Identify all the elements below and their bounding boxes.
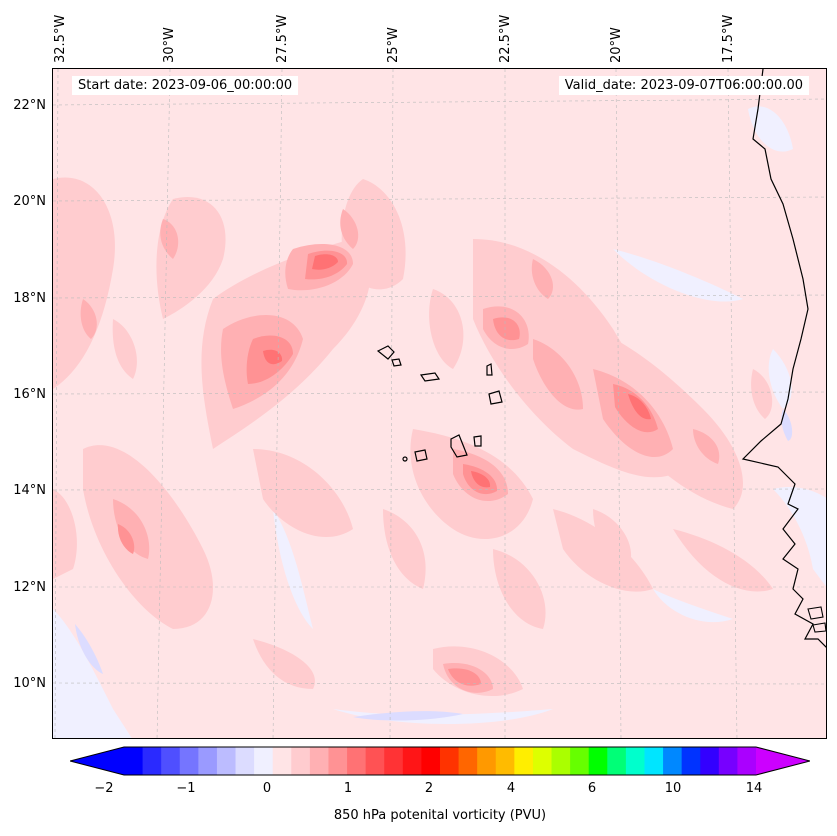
colorbar-segment [737,747,757,775]
colorbar-label: 850 hPa potenital vorticity (PVU) [333,808,547,823]
lat-label-10n: 10°N [13,676,46,691]
cape-verde-islands [376,345,503,462]
cb-tick-1: 1 [343,781,353,796]
colorbar-segment [328,747,348,775]
colorbar-segment [644,747,664,775]
lon-label-20w: 20°W [609,27,624,63]
colorbar-segment [179,747,199,775]
colorbar-segment [216,747,237,775]
blue-pv-regions [75,409,793,721]
colorbar-segment [607,747,627,775]
cb-tick-10: 10 [664,781,682,796]
lat-label-12n: 12°N [13,580,46,595]
cb-tick-4: 4 [506,781,516,796]
lon-label-32-5w: 32.5°W [53,14,68,63]
negative-pv-regions [53,106,826,738]
colorbar-over-arrow [756,747,810,775]
colorbar-segment [588,747,608,775]
pv-level-2 [263,254,651,488]
colorbar-segment [254,747,274,775]
lat-label-18n: 18°N [13,291,46,306]
cb-tick-0: 0 [262,781,272,796]
colorbar-segment [142,747,162,775]
cb-tick-m2: −2 [94,781,114,796]
colorbar-segment [161,747,181,775]
colorbar-segment [551,747,571,775]
colorbar-segment [402,747,422,775]
cb-tick-2: 2 [424,781,434,796]
colorbar-segment [124,747,144,775]
colorbar-under-arrow [70,747,124,775]
lat-label-20n: 20°N [13,194,46,209]
gridlines [53,69,826,738]
lon-label-25w: 25°W [386,27,401,63]
colorbar-segment [235,747,255,775]
colorbar-segment [458,747,478,775]
colorbar-segments [124,747,757,775]
start-date-label: Start date: 2023-09-06_00:00:00 [72,76,299,95]
cb-tick-14: 14 [745,781,763,796]
lat-label-22n: 22°N [13,98,46,113]
map-frame[interactable] [52,68,827,739]
colorbar-segment [421,747,441,775]
colorbar-outline [70,746,810,776]
lon-label-30w: 30°W [162,27,177,63]
colorbar [70,746,810,776]
colorbar-segment [625,747,645,775]
colorbar-segment [700,747,720,775]
colorbar-segment [272,747,292,775]
pv-contour-map [53,69,826,738]
colorbar-segment [291,747,311,775]
cb-tick-m1: −1 [176,781,196,796]
colorbar-segment [365,747,385,775]
colorbar-segment [663,747,683,775]
colorbar-segment [532,747,553,775]
colorbar-segment [384,747,404,775]
colorbar-segment [514,747,534,775]
colorbar-segment [440,747,460,775]
colorbar-segment [495,747,515,775]
african-coastline [741,69,826,648]
lat-label-16n: 16°N [13,387,46,402]
cb-tick-6: 6 [587,781,597,796]
lon-label-17-5w: 17.5°W [721,14,736,63]
colorbar-segment [681,747,701,775]
colorbar-segment [718,747,738,775]
lon-label-27-5w: 27.5°W [275,14,290,63]
colorbar-segment [347,747,367,775]
valid-date-label: Valid_date: 2023-09-07T06:00:00.00 [558,76,809,95]
colorbar-segment [477,747,497,775]
colorbar-segment [570,747,590,775]
coastal-islands [807,606,826,633]
colorbar-segment [198,747,218,775]
colorbar-segment [309,747,329,775]
lat-label-14n: 14°N [13,483,46,498]
lon-label-22-5w: 22.5°W [498,14,513,63]
